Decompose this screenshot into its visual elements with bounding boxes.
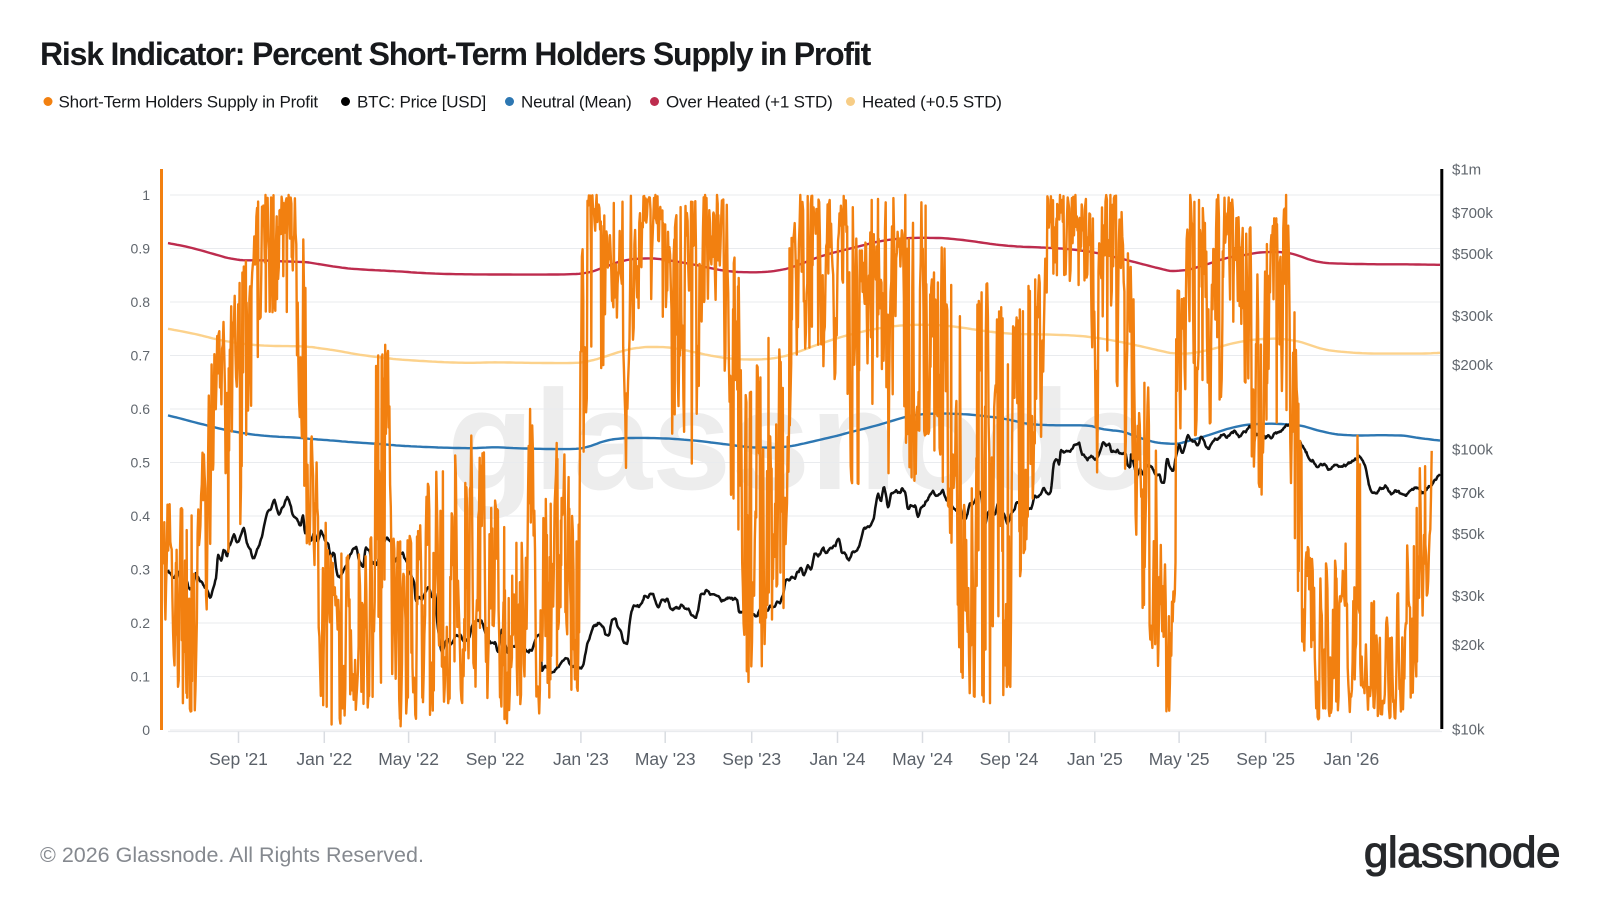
- svg-text:$50k: $50k: [1452, 526, 1485, 543]
- svg-text:Short-Term Holders Supply in P: Short-Term Holders Supply in Profit: [59, 93, 319, 112]
- svg-text:1: 1: [142, 187, 150, 203]
- svg-text:0.5: 0.5: [131, 455, 151, 471]
- svg-text:Jan '22: Jan '22: [296, 749, 352, 769]
- svg-text:May '24: May '24: [892, 749, 953, 769]
- svg-text:0.3: 0.3: [131, 562, 151, 578]
- svg-text:$100k: $100k: [1452, 442, 1493, 459]
- svg-text:0.4: 0.4: [131, 508, 151, 524]
- svg-text:May '23: May '23: [635, 749, 696, 769]
- svg-text:0.6: 0.6: [131, 401, 151, 417]
- svg-text:$700k: $700k: [1452, 205, 1493, 222]
- svg-text:Sep '24: Sep '24: [980, 749, 1039, 769]
- svg-text:$10k: $10k: [1452, 722, 1485, 739]
- svg-text:Jan '23: Jan '23: [553, 749, 609, 769]
- svg-text:$30k: $30k: [1452, 588, 1485, 605]
- svg-text:Over Heated (+1 STD): Over Heated (+1 STD): [666, 93, 833, 112]
- svg-text:0.9: 0.9: [131, 241, 151, 257]
- svg-text:© 2026 Glassnode. All Rights R: © 2026 Glassnode. All Rights Reserved.: [40, 843, 424, 867]
- svg-text:May '22: May '22: [378, 749, 439, 769]
- svg-text:$200k: $200k: [1452, 357, 1493, 374]
- svg-text:$20k: $20k: [1452, 637, 1485, 654]
- svg-text:Jan '24: Jan '24: [810, 749, 866, 769]
- svg-text:glassnode: glassnode: [1364, 828, 1560, 877]
- svg-text:0.7: 0.7: [131, 348, 151, 364]
- svg-text:Jan '25: Jan '25: [1067, 749, 1123, 769]
- svg-text:0.8: 0.8: [131, 294, 151, 310]
- svg-text:0.1: 0.1: [131, 669, 151, 685]
- svg-text:Jan '26: Jan '26: [1323, 749, 1379, 769]
- svg-text:Heated (+0.5 STD): Heated (+0.5 STD): [862, 93, 1002, 112]
- svg-text:$300k: $300k: [1452, 308, 1493, 325]
- svg-text:Sep '21: Sep '21: [209, 749, 268, 769]
- svg-text:0.2: 0.2: [131, 615, 151, 631]
- svg-text:Risk Indicator: Percent Short-: Risk Indicator: Percent Short-Term Holde…: [40, 36, 872, 72]
- svg-text:$500k: $500k: [1452, 246, 1493, 263]
- svg-text:$70k: $70k: [1452, 485, 1485, 502]
- svg-text:glassnode: glassnode: [447, 361, 1149, 520]
- svg-text:Sep '23: Sep '23: [722, 749, 781, 769]
- svg-text:$1m: $1m: [1452, 162, 1481, 179]
- svg-text:0: 0: [142, 722, 150, 738]
- svg-text:Sep '22: Sep '22: [466, 749, 525, 769]
- svg-text:Sep '25: Sep '25: [1236, 749, 1295, 769]
- svg-text:BTC: Price [USD]: BTC: Price [USD]: [357, 93, 486, 112]
- svg-text:May '25: May '25: [1149, 749, 1210, 769]
- svg-text:Neutral (Mean): Neutral (Mean): [521, 93, 632, 112]
